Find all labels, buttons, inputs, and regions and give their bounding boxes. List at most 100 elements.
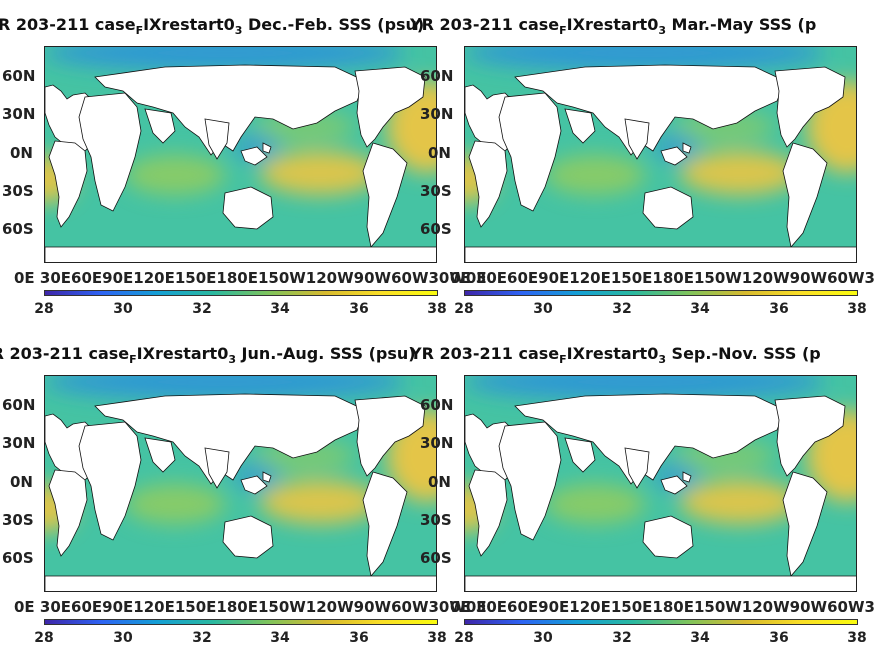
eurasia-land [514, 64, 786, 156]
colorbar-2-tick-34: 34 [690, 301, 710, 317]
panel-title-4: YR 203-211 caseFIXrestart03 Sep.-Nov. SS… [410, 344, 821, 366]
lat-label-30n-4: 30N [420, 434, 454, 452]
colorbar-2-tick-28: 28 [454, 301, 474, 317]
se-asia-islands-land [660, 471, 692, 495]
lat-label-60s-2: 60S [420, 220, 452, 238]
colorbar-2 [464, 290, 858, 296]
fresh-arctic-blob [465, 376, 825, 400]
fresh-arctic-blob [45, 47, 405, 71]
india-land [204, 118, 230, 160]
africa-land [498, 92, 562, 212]
south-pacific-salty-blob [260, 480, 380, 524]
colorbar-4 [464, 619, 858, 625]
south-america-east-land [362, 471, 408, 577]
colorbar-2-tick-36: 36 [769, 301, 789, 317]
australia-land [642, 186, 694, 230]
south-america-east-land [362, 142, 408, 248]
south-america-land [468, 469, 508, 557]
south-indian-mid-blob [125, 155, 225, 195]
south-indian-mid-blob [545, 155, 645, 195]
lat-label-30s-4: 30S [420, 511, 452, 529]
colorbar-1-tick-28: 28 [34, 301, 54, 317]
colorbar-2-tick-30: 30 [533, 301, 553, 317]
americas-east-land [354, 66, 426, 148]
africa-land [498, 421, 562, 541]
colorbar-1-tick-38: 38 [427, 301, 447, 317]
colorbar-4-tick-28: 28 [454, 630, 474, 646]
lat-label-60s-3: 60S [2, 549, 34, 567]
lat-label-30s-1: 30S [2, 182, 34, 200]
antarctica-land [465, 575, 856, 591]
lon-labels-1: 0E 30E60E90E120E150E180E150W120W90W60W30… [14, 269, 487, 287]
colorbar-3 [44, 619, 438, 625]
south-america-land [468, 140, 508, 228]
lat-label-30s-3: 30S [2, 511, 34, 529]
colorbar-4-tick-38: 38 [847, 630, 867, 646]
africa-land [78, 92, 142, 212]
colorbar-2-tick-32: 32 [612, 301, 632, 317]
lon-labels-2: 0E 30E60E90E120E150E180E150W120W90W60W30… [450, 269, 875, 287]
arabia-land [564, 437, 596, 473]
colorbar-1-tick-34: 34 [270, 301, 290, 317]
colorbar-1-tick-30: 30 [113, 301, 133, 317]
map-panel-1 [44, 46, 437, 263]
continents [45, 64, 436, 262]
se-asia-islands-land [240, 471, 272, 495]
lat-label-0n-3: 0N [10, 473, 33, 491]
colorbar-3-tick-36: 36 [349, 630, 369, 646]
antarctica-land [45, 575, 436, 591]
lat-label-60s-1: 60S [2, 220, 34, 238]
eurasia-land [94, 64, 366, 156]
fresh-arctic-blob [45, 376, 405, 400]
south-america-east-land [782, 142, 828, 248]
lat-label-30s-2: 30S [420, 182, 452, 200]
lon-labels-4: 0E 30E60E90E120E150E180E150W120W90W60W30… [450, 598, 875, 616]
lon-labels-3: 0E 30E60E90E120E150E180E150W120W90W60W30… [14, 598, 487, 616]
colorbar-4-tick-32: 32 [612, 630, 632, 646]
south-america-land [48, 469, 88, 557]
south-america-land [48, 140, 88, 228]
colorbar-3-tick-38: 38 [427, 630, 447, 646]
eurasia-land [514, 393, 786, 485]
lat-label-30n-1: 30N [2, 105, 36, 123]
colorbar-1-tick-32: 32 [192, 301, 212, 317]
antarctica-land [465, 246, 856, 262]
lat-label-0n-1: 0N [10, 144, 33, 162]
lat-label-60n-1: 60N [2, 67, 36, 85]
lat-label-30n-2: 30N [420, 105, 454, 123]
salinity-field [465, 47, 856, 203]
lat-label-60n-2: 60N [420, 67, 454, 85]
americas-east-land [354, 395, 426, 477]
panel-title-3: YR 203-211 caseFIXrestart03 Jun.-Aug. SS… [0, 344, 416, 366]
lat-label-30n-3: 30N [2, 434, 36, 452]
colorbar-2-tick-38: 38 [847, 301, 867, 317]
arabia-land [144, 437, 176, 473]
map-panel-3 [44, 375, 437, 592]
colorbar-3-tick-32: 32 [192, 630, 212, 646]
australia-land [222, 186, 274, 230]
colorbar-3-tick-28: 28 [34, 630, 54, 646]
lat-label-60n-3: 60N [2, 396, 36, 414]
panel-title-1: R 203-211 caseFIXrestart03 Dec.-Feb. SSS… [0, 15, 425, 37]
se-asia-islands-land [660, 142, 692, 166]
continents [465, 64, 856, 262]
colorbar-4-tick-30: 30 [533, 630, 553, 646]
south-pacific-salty-blob [260, 151, 380, 195]
lat-label-60s-4: 60S [420, 549, 452, 567]
colorbar-3-tick-34: 34 [270, 630, 290, 646]
colorbar-4-tick-36: 36 [769, 630, 789, 646]
south-pacific-salty-blob [680, 151, 800, 195]
australia-land [642, 515, 694, 559]
se-asia-islands-land [240, 142, 272, 166]
south-indian-mid-blob [125, 484, 225, 524]
lat-label-60n-4: 60N [420, 396, 454, 414]
arabia-land [144, 108, 176, 144]
continents [465, 393, 856, 591]
salinity-field [465, 376, 856, 532]
americas-east-land [774, 66, 846, 148]
lat-label-0n-2: 0N [428, 144, 451, 162]
australia-land [222, 515, 274, 559]
continents [45, 393, 436, 591]
south-pacific-salty-blob [680, 480, 800, 524]
